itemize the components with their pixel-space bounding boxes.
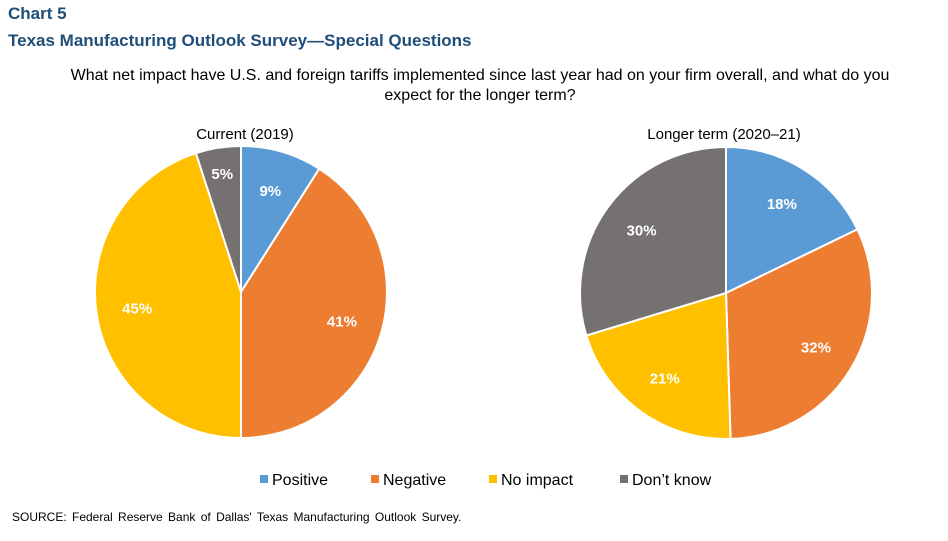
legend-swatch-dont-know (620, 475, 628, 483)
pie-label-current-positive: 9% (259, 183, 281, 200)
pie-title-current: Current (2019) (196, 126, 294, 143)
pie-label-current-negative: 41% (327, 313, 357, 330)
pie-slice-current-no-impact (94, 151, 242, 440)
chart-label: Chart 5 (8, 4, 67, 23)
pie-current: Current (2019) 9% 41% 45% 5% (94, 126, 388, 440)
legend-label-negative: Negative (383, 472, 447, 489)
pie-label-longer-term-negative: 32% (801, 339, 831, 356)
legend-item-positive: Positive (260, 472, 328, 490)
pie-title-longer-term: Longer term (2020–21) (647, 126, 800, 143)
pie-label-current-don-t-know: 5% (211, 166, 233, 183)
legend-label-dont-know: Don’t know (632, 472, 712, 489)
legend-item-negative: Negative (371, 472, 446, 490)
legend: Positive Negative No impact Don’t know (0, 472, 948, 494)
pie-label-longer-term-positive: 18% (767, 196, 797, 213)
legend-swatch-no-impact (489, 475, 497, 483)
pie-label-current-no-impact: 45% (122, 300, 152, 317)
legend-swatch-positive (260, 475, 268, 483)
pie-longer-term: Longer term (2020–21) 18% 32% 21% 30% (579, 126, 873, 440)
pie-slice-longer-term-negative (724, 228, 873, 440)
pie-slice-longer-term-no-impact (585, 291, 732, 440)
pie-slice-longer-term-don-t-know (579, 145, 727, 337)
source-note: SOURCE: Federal Reserve Bank of Dallas' … (12, 510, 462, 524)
pie-slice-current-positive (240, 144, 321, 296)
pie-slice-longer-term-positive (725, 145, 859, 295)
pie-slice-current-negative (240, 167, 388, 440)
legend-label-positive: Positive (272, 472, 329, 489)
chart-title: Texas Manufacturing Outlook Survey—Speci… (8, 31, 472, 50)
legend-item-no-impact: No impact (489, 472, 573, 490)
survey-question: What net impact have U.S. and foreign ta… (70, 67, 890, 104)
pie-label-longer-term-no-impact: 21% (650, 370, 680, 387)
pie-slice-current-don-t-know (194, 144, 242, 293)
legend-swatch-negative (371, 475, 379, 483)
legend-label-no-impact: No impact (501, 472, 574, 489)
legend-item-dont-know: Don’t know (620, 472, 711, 490)
pie-label-longer-term-don-t-know: 30% (627, 222, 657, 239)
